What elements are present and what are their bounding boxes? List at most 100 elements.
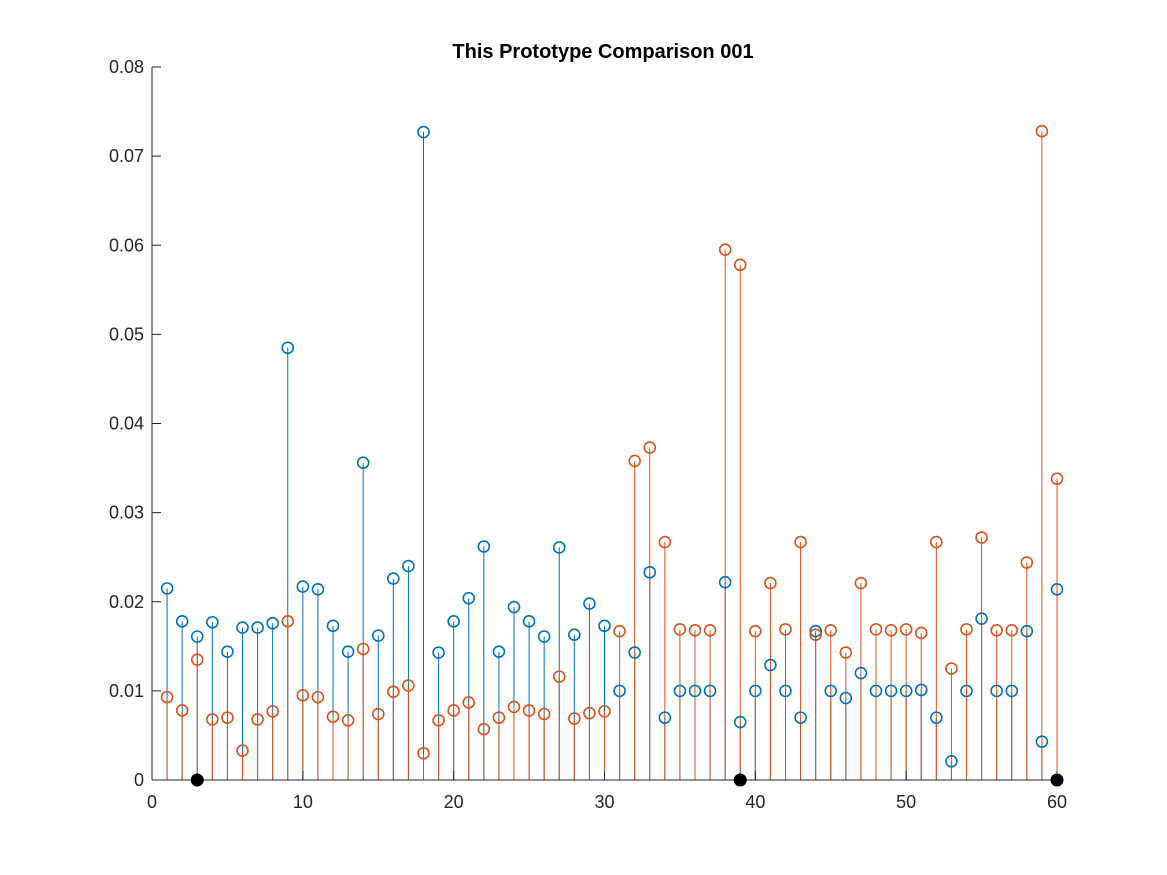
stem-marker — [507, 600, 521, 614]
stem-marker — [1050, 582, 1064, 596]
stem-marker — [402, 559, 415, 573]
stem-marker — [296, 689, 310, 702]
highlight-layer — [190, 773, 1064, 787]
stem-marker — [794, 711, 807, 724]
stem-marker — [221, 711, 234, 724]
stem-marker — [432, 646, 445, 659]
stem-marker — [658, 711, 672, 724]
stem-marker — [1035, 124, 1049, 138]
stem-marker — [733, 715, 747, 729]
stem-marker — [1005, 623, 1019, 637]
stem-marker — [583, 706, 596, 720]
y-tick-label: 0.06 — [109, 235, 144, 255]
y-tick-label: 0.07 — [109, 146, 144, 166]
stem-marker — [266, 705, 279, 718]
stem-marker — [1020, 556, 1034, 569]
stem-marker — [839, 691, 853, 705]
stem-marker — [492, 711, 506, 724]
highlight-marker — [190, 773, 204, 787]
stem-marker — [975, 531, 988, 544]
stem-marker — [341, 645, 355, 658]
stem-marker — [251, 621, 264, 634]
stem-marker — [613, 624, 626, 638]
stem-marker — [869, 623, 883, 636]
stem-marker — [311, 582, 325, 596]
y-tick-label: 0.03 — [109, 503, 144, 523]
stem-marker — [447, 615, 460, 628]
stem-marker — [160, 582, 174, 595]
stem-marker — [718, 575, 732, 589]
highlight-marker — [733, 773, 747, 787]
stem-marker — [809, 628, 822, 642]
y-tick-label: 0 — [134, 770, 144, 790]
stem-marker — [1005, 684, 1019, 698]
stem-marker — [749, 624, 762, 638]
stem-marker — [643, 441, 657, 454]
stem-marker — [356, 642, 370, 656]
stem-marker — [190, 653, 204, 666]
stem-marker — [794, 535, 807, 549]
x-tick-label: 60 — [1047, 792, 1067, 812]
stem-marker — [477, 722, 491, 736]
stem-marker — [221, 645, 234, 658]
stem-marker — [356, 456, 370, 470]
stem-marker — [387, 572, 400, 585]
stem-marker — [236, 744, 249, 757]
stem-marker — [160, 690, 174, 704]
y-tick-label: 0.02 — [109, 592, 144, 612]
stem-marker — [236, 621, 249, 634]
stem-marker — [387, 685, 400, 699]
y-tick-label: 0.05 — [109, 324, 144, 344]
stem-marker — [206, 713, 219, 726]
stems-layer — [166, 131, 1058, 780]
y-tick-label: 0.01 — [109, 681, 144, 701]
stem-marker — [462, 696, 476, 709]
stem-marker — [899, 684, 913, 698]
stem-marker — [628, 646, 641, 659]
stem-marker — [326, 710, 340, 724]
stem-marker — [206, 615, 219, 629]
stem-marker — [764, 658, 777, 672]
stem-marker — [552, 541, 566, 554]
stem-marker — [764, 576, 777, 590]
stem-marker — [628, 454, 641, 468]
stem-marker — [568, 712, 581, 725]
y-tick-label: 0.08 — [109, 57, 144, 77]
highlight-marker — [1050, 773, 1064, 787]
stem-marker — [598, 619, 611, 633]
stem-marker — [703, 684, 717, 698]
stem-marker — [688, 623, 702, 637]
stem-marker — [552, 670, 566, 683]
stem-marker — [930, 535, 943, 549]
stem-marker — [190, 630, 204, 643]
stem-marker — [175, 704, 189, 717]
stem-marker — [945, 662, 958, 675]
stem-marker — [1035, 735, 1049, 748]
markers-layer — [160, 124, 1064, 768]
stem-marker — [522, 615, 536, 628]
stem-marker — [733, 258, 747, 272]
stem-marker — [281, 615, 295, 628]
x-tick-label: 10 — [293, 792, 313, 812]
stem-marker — [537, 707, 551, 721]
stem-marker — [568, 628, 581, 642]
stem-marker — [990, 623, 1003, 637]
stem-marker — [854, 666, 868, 680]
stem-marker — [945, 754, 958, 768]
x-tick-label: 0 — [147, 792, 157, 812]
stem-marker — [824, 684, 838, 698]
stem-marker — [809, 624, 822, 638]
stem-marker — [854, 576, 868, 590]
stem-marker — [673, 623, 687, 636]
stem-marker — [266, 616, 279, 630]
stem-marker — [296, 580, 310, 593]
stem-marker — [975, 612, 988, 625]
stem-marker — [507, 700, 521, 714]
stem-marker — [537, 630, 551, 643]
stem-marker — [703, 623, 717, 637]
stem-marker — [402, 679, 415, 692]
chart-title: This Prototype Comparison 001 — [452, 41, 753, 63]
stem-marker — [432, 713, 445, 727]
stem-marker — [899, 623, 913, 636]
